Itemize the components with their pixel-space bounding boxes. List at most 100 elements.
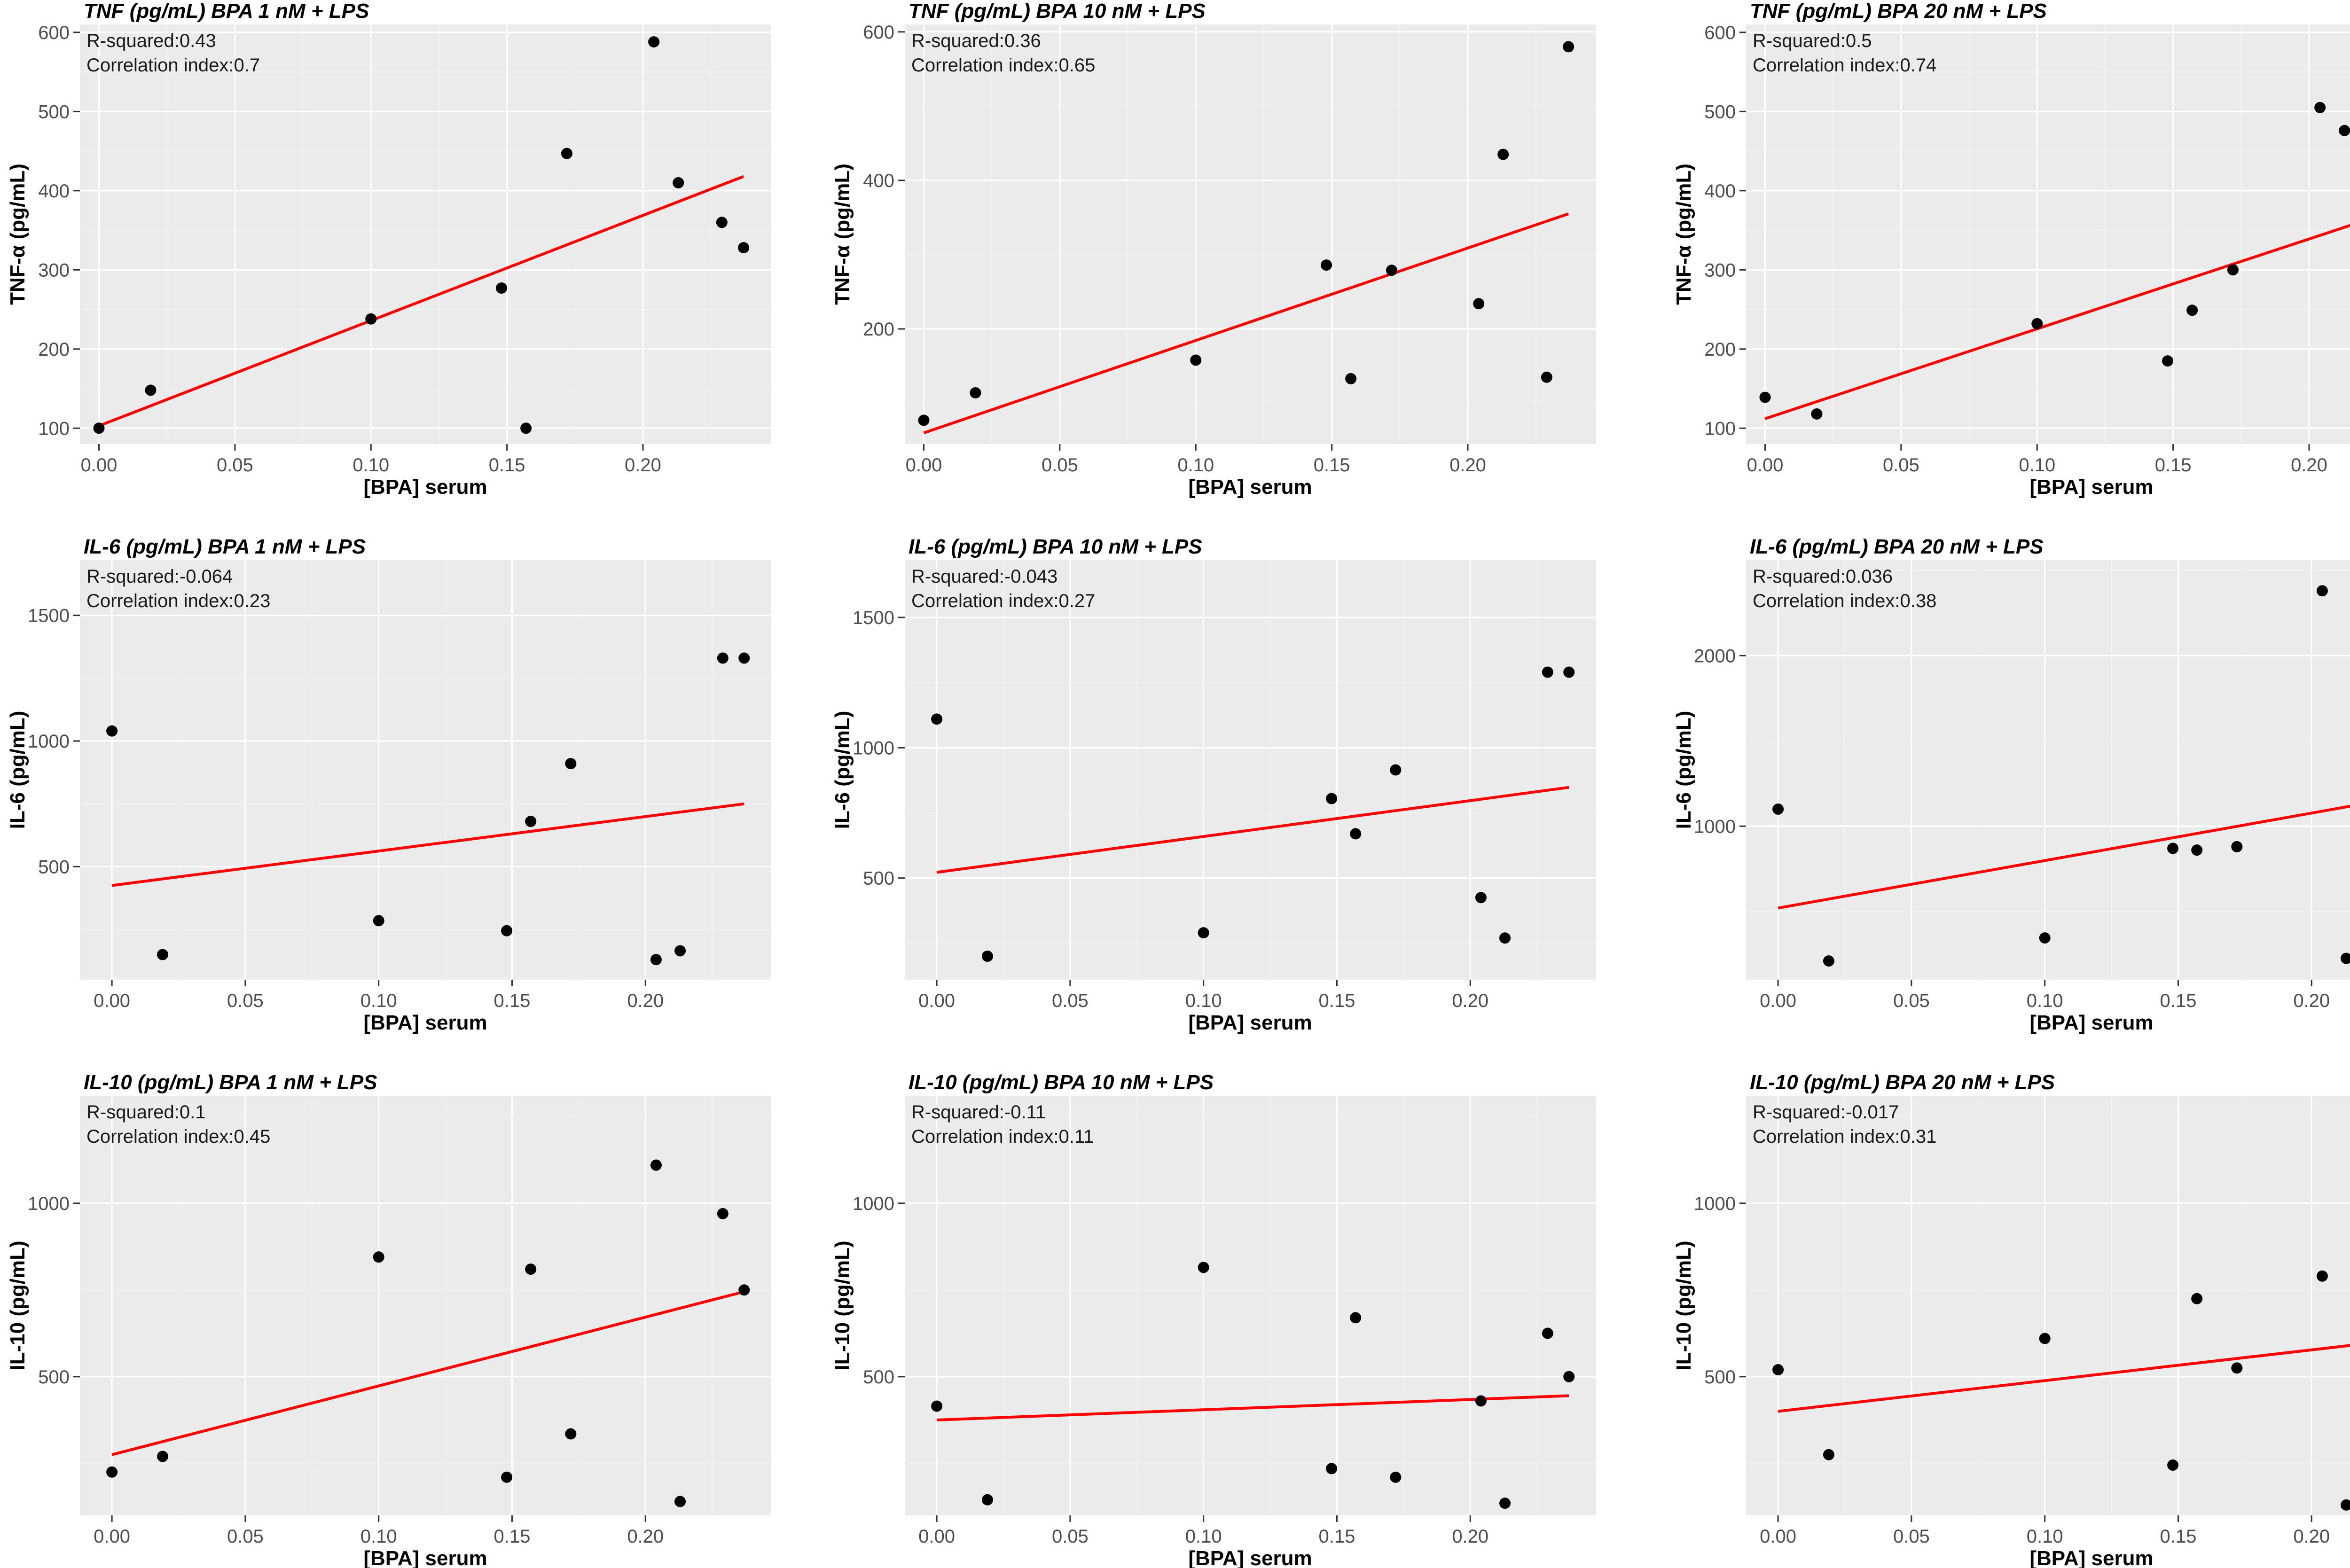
- y-axis-title: TNF-α (pg/mL): [1672, 164, 1695, 305]
- y-tick-label: 500: [863, 1367, 894, 1388]
- y-tick-label: 600: [863, 22, 894, 43]
- r-squared-annotation: R-squared:-0.11: [911, 1102, 1046, 1123]
- data-point: [2191, 844, 2203, 856]
- x-tick-label: 0.15: [1319, 1526, 1355, 1547]
- y-tick-label: 500: [38, 1367, 70, 1388]
- data-point: [1326, 793, 1338, 804]
- x-tick-label: 0.00: [918, 1526, 955, 1547]
- x-tick-label: 0.05: [1893, 991, 1930, 1011]
- data-point: [1541, 371, 1552, 383]
- y-tick-label: 500: [1704, 1367, 1736, 1388]
- chart-panel-4: 0.00 0.05 0.10 0.15 0.20 500 1000 1500 R-squared…: [6, 535, 771, 1034]
- x-tick-label: 0.00: [918, 991, 955, 1011]
- y-axis-title: IL-10 (pg/mL): [1672, 1240, 1695, 1370]
- data-point: [716, 217, 728, 228]
- x-axis-title: [BPA] serum: [2029, 476, 2153, 499]
- x-tick-label: 0.15: [2160, 991, 2197, 1011]
- data-point: [501, 1471, 513, 1483]
- data-point: [1475, 1395, 1487, 1407]
- correlation-annotation: Correlation index:0.7: [86, 55, 260, 76]
- data-point: [674, 1496, 686, 1507]
- correlation-annotation: Correlation index:0.65: [911, 55, 1095, 76]
- data-point: [738, 652, 750, 664]
- data-point: [981, 1494, 993, 1506]
- data-point: [525, 1264, 537, 1275]
- plot-background: [80, 1096, 771, 1515]
- data-point: [1823, 955, 1834, 967]
- x-tick-label: 0.20: [2291, 455, 2327, 476]
- panel-title: IL-6 (pg/mL) BPA 20 nM + LPS: [1750, 535, 2044, 558]
- x-axis-title: [BPA] serum: [363, 476, 487, 499]
- data-point: [2031, 318, 2043, 329]
- data-point: [2316, 585, 2328, 597]
- data-point: [565, 758, 577, 770]
- y-axis-title: TNF-α (pg/mL): [831, 164, 854, 305]
- regression-line: [936, 1394, 1569, 1422]
- y-tick-label: 400: [863, 171, 894, 191]
- data-point: [981, 951, 993, 962]
- x-tick-label: 0.15: [494, 1526, 531, 1547]
- regression-line: [923, 212, 1569, 435]
- data-point: [525, 816, 537, 827]
- y-tick-label: 200: [1704, 339, 1736, 360]
- chart-panel-3: 0.00 0.05 0.10 0.15 0.20 100 200 300 400 500 600 R-…: [1672, 0, 2350, 499]
- data-point: [561, 148, 572, 159]
- y-tick-label: 2000: [1694, 646, 1736, 666]
- data-point: [1386, 265, 1397, 276]
- data-point: [717, 652, 728, 664]
- x-tick-label: 0.10: [360, 1526, 397, 1547]
- data-point: [2167, 1459, 2179, 1471]
- correlation-annotation: Correlation index:0.27: [911, 591, 1095, 611]
- panel-title: TNF (pg/mL) BPA 10 nM + LPS: [909, 0, 1206, 23]
- x-tick-label: 0.10: [1185, 991, 1222, 1011]
- plot-background: [905, 24, 1596, 444]
- data-point: [1326, 1463, 1338, 1474]
- y-tick-label: 600: [38, 23, 70, 43]
- x-axis-title: [BPA] serum: [1188, 476, 1312, 499]
- correlation-annotation: Correlation index:0.23: [86, 591, 270, 611]
- y-tick-label: 1000: [1694, 816, 1736, 837]
- data-point: [918, 414, 930, 426]
- regression-line: [98, 175, 744, 428]
- data-point: [1390, 764, 1402, 776]
- plot-background: [1746, 1096, 2350, 1515]
- y-tick-label: 1500: [28, 606, 70, 626]
- plot-background: [905, 1096, 1596, 1515]
- chart-panel-6: 0.00 0.05 0.10 0.15 0.20 1000 2000 R-squared:0.…: [1672, 535, 2350, 1034]
- data-point: [365, 313, 377, 325]
- data-point: [2191, 1293, 2203, 1304]
- y-tick-label: 1000: [28, 1194, 70, 1214]
- data-point: [2231, 1362, 2243, 1374]
- data-point: [650, 954, 662, 966]
- x-tick-label: 0.10: [1185, 1526, 1222, 1547]
- data-point: [1759, 391, 1771, 403]
- data-point: [2341, 952, 2350, 964]
- data-point: [106, 1466, 118, 1478]
- x-axis-title: [BPA] serum: [2029, 1011, 2153, 1034]
- x-tick-label: 0.10: [2027, 991, 2063, 1011]
- data-point: [1475, 892, 1487, 904]
- y-tick-label: 300: [38, 260, 70, 281]
- data-point: [1542, 666, 1553, 678]
- data-point: [1811, 408, 1823, 420]
- chart-panel-7: 0.00 0.05 0.10 0.15 0.20 500 1000 R-squared:0.1…: [6, 1071, 771, 1568]
- data-point: [970, 387, 981, 398]
- data-point: [1563, 1371, 1575, 1382]
- data-point: [1772, 803, 1784, 815]
- data-point: [2227, 264, 2239, 276]
- data-point: [738, 242, 750, 254]
- data-point: [145, 384, 157, 396]
- data-point: [738, 1284, 750, 1296]
- y-tick-label: 1000: [853, 738, 894, 758]
- data-point: [1499, 932, 1511, 944]
- r-squared-annotation: R-squared:-0.043: [911, 566, 1058, 587]
- regression-line: [936, 786, 1569, 874]
- r-squared-annotation: R-squared:0.036: [1753, 566, 1893, 587]
- x-tick-label: 0.00: [81, 455, 118, 476]
- chart-panel-2: 0.00 0.05 0.10 0.15 0.20 200 400 600 R-squared:0…: [831, 0, 1596, 499]
- y-axis-title: IL-10 (pg/mL): [6, 1240, 29, 1370]
- data-point: [1390, 1471, 1402, 1483]
- data-point: [520, 422, 532, 434]
- x-tick-label: 0.10: [1177, 455, 1214, 476]
